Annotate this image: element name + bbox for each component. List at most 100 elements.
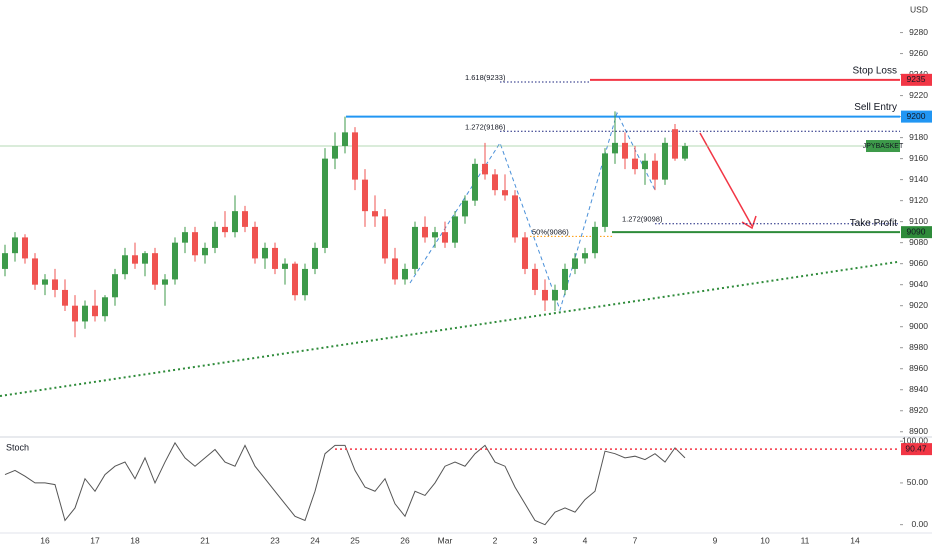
x-tick-label: 16	[40, 535, 50, 545]
x-tick-label: 17	[90, 535, 100, 545]
y-tick-label: 9000	[909, 321, 928, 331]
price-label: 9200	[907, 111, 926, 121]
forecast-arrow	[699, 132, 753, 227]
x-tick-label: 26	[400, 535, 410, 545]
y-tick-label: 9020	[909, 300, 928, 310]
candle-body	[22, 237, 28, 259]
candle-body	[42, 279, 48, 285]
forecast-arrow-head	[741, 215, 757, 230]
y-tick-label: 9260	[909, 48, 928, 58]
trade-level-name: Sell Entry	[854, 102, 897, 113]
candle-body	[682, 146, 688, 159]
y-tick-label: 9280	[909, 27, 928, 37]
candle-body	[262, 247, 268, 259]
candle-body	[132, 255, 138, 264]
candle-body	[582, 253, 588, 259]
candle-body	[172, 242, 178, 280]
candle-body	[422, 226, 428, 238]
x-tick-label: 11	[801, 535, 810, 545]
harmonic-pattern	[409, 111, 656, 312]
candle-body	[82, 305, 88, 322]
candle-body	[632, 158, 638, 170]
candle-body	[122, 255, 128, 275]
candle-body	[592, 226, 598, 254]
candle-body	[462, 200, 468, 217]
stoch-level-label: 90.47	[905, 443, 927, 453]
x-tick-label: 23	[270, 535, 280, 545]
stoch-tick-label: 100.00	[902, 435, 928, 445]
y-tick-label: 9100	[909, 216, 928, 226]
candle-body	[562, 268, 568, 290]
candle-body	[222, 226, 228, 233]
candle-body	[372, 211, 378, 217]
candle-body	[602, 153, 608, 227]
y-tick-label: 9220	[909, 90, 928, 100]
fib-label: 50%(9086)	[532, 227, 569, 236]
candle-body	[482, 163, 488, 175]
y-tick-label: 9060	[909, 258, 928, 268]
stoch-line	[4, 441, 686, 526]
candle-body	[112, 274, 118, 298]
candle-body	[452, 216, 458, 243]
y-tick-label: 9120	[909, 195, 928, 205]
currency: USD	[910, 4, 928, 14]
candle-body	[382, 216, 388, 259]
candle-body	[192, 232, 198, 256]
candle-body	[522, 237, 528, 269]
candle-body	[352, 132, 358, 180]
x-tick-label: 21	[200, 535, 210, 545]
price-label-box	[901, 226, 932, 239]
candle-body	[642, 160, 648, 170]
candle-body	[212, 226, 218, 248]
candle-body	[232, 211, 238, 233]
candle-body	[252, 226, 258, 259]
y-tick-label: 9040	[909, 279, 928, 289]
candle-body	[412, 226, 418, 269]
trade-level-name: Stop Loss	[853, 65, 897, 76]
candle-body	[12, 237, 18, 254]
x-tick-label: 4	[583, 535, 588, 545]
y-tick-label: 9080	[909, 237, 928, 247]
y-tick-label: 9160	[909, 153, 928, 163]
candle-body	[302, 268, 308, 296]
y-tick-label: 8940	[909, 384, 928, 394]
candle-body	[182, 232, 188, 243]
x-tick-label: 10	[760, 535, 770, 545]
x-tick-label: 18	[130, 535, 140, 545]
candle-body	[292, 263, 298, 296]
candle-body	[672, 129, 678, 159]
y-tick-label: 8920	[909, 405, 928, 415]
trade-level-name: Take Profit	[850, 218, 897, 229]
y-tick-label: 8900	[909, 426, 928, 436]
trendline	[0, 260, 901, 398]
y-tick-label: 9180	[909, 132, 928, 142]
candle-body	[622, 142, 628, 159]
candle-body	[652, 160, 658, 180]
symbol-tag: JPYBASKET	[863, 143, 904, 150]
candle-body	[272, 247, 278, 269]
candle-body	[552, 289, 558, 301]
y-tick-label: 9240	[909, 69, 928, 79]
candle-body	[332, 146, 338, 159]
candle-body	[612, 142, 618, 154]
candle-body	[202, 247, 208, 256]
fib-label: 1.618(9233)	[465, 73, 506, 82]
x-tick-label: 2	[493, 535, 498, 545]
candle-body	[662, 142, 668, 180]
candle-body	[312, 247, 318, 269]
x-tick-label: 25	[350, 535, 360, 545]
stoch-tick-label: 0.00	[911, 519, 928, 529]
symbol-tag-box	[866, 140, 900, 153]
candle-body	[342, 132, 348, 147]
candle-body	[62, 289, 68, 306]
price-label-box	[901, 110, 932, 123]
fib-label: 1.272(9186)	[465, 122, 506, 131]
candle-body	[362, 179, 368, 212]
candle-body	[32, 258, 38, 285]
candle-body	[242, 211, 248, 227]
candle-body	[162, 279, 168, 285]
x-tick-label: 9	[713, 535, 718, 545]
y-tick-label: 8980	[909, 342, 928, 352]
